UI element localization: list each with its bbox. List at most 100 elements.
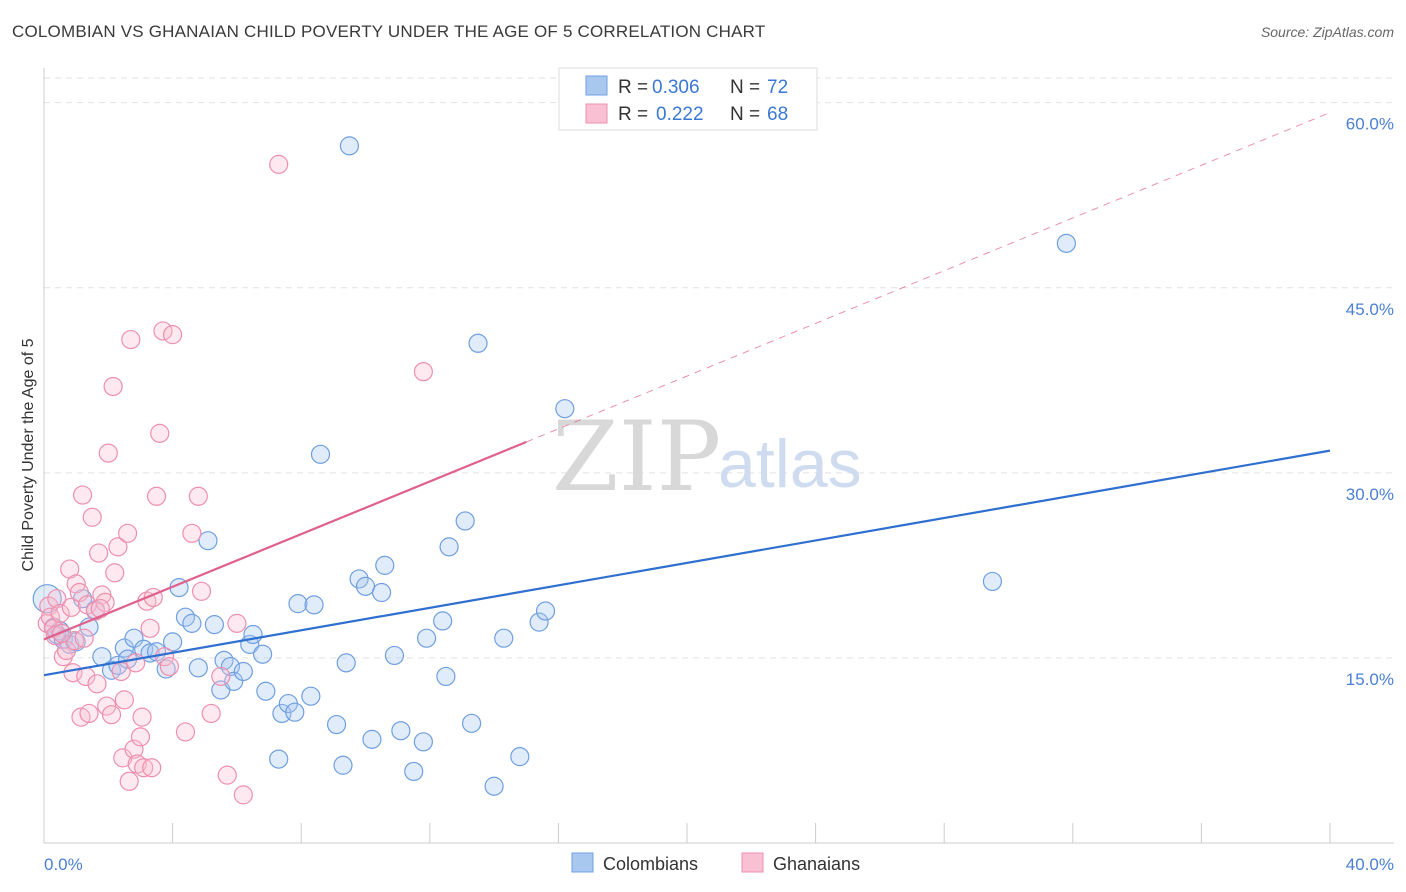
legend-swatch-ghanaians xyxy=(585,103,608,124)
ghanaians-point xyxy=(40,607,61,627)
colombians-point xyxy=(982,571,1003,592)
colombians-point xyxy=(114,638,134,658)
colombians-point xyxy=(198,531,218,551)
legend-n-value-colombians: 72 xyxy=(767,77,788,98)
colombians-point xyxy=(156,659,176,679)
colombians-point xyxy=(384,645,405,666)
colombians-point xyxy=(461,713,482,733)
colombians-point xyxy=(233,661,253,682)
watermark-zip: ZIP xyxy=(552,401,721,513)
legend-n-label-colombians: N = xyxy=(730,77,760,98)
colombians-point xyxy=(224,671,244,691)
ghanaians-point xyxy=(175,722,196,742)
colombians-point xyxy=(253,644,273,664)
colombians-point xyxy=(468,333,488,353)
ghanaians-point xyxy=(182,523,202,543)
colombians-point xyxy=(494,628,514,648)
ghanaians-point xyxy=(61,597,81,617)
colombians-point xyxy=(439,537,459,557)
ghanaians-point xyxy=(103,376,123,397)
colombians-point xyxy=(484,776,504,796)
legend-r-label-ghanaians: R = xyxy=(618,104,648,125)
ghanaians-point xyxy=(134,758,154,778)
gridlines xyxy=(44,77,1394,659)
ghanaians-point xyxy=(146,486,167,506)
legend-r-label-colombians: R = xyxy=(618,77,648,98)
colombians-point xyxy=(101,660,122,680)
legend-n-value-ghanaians: 68 xyxy=(767,104,788,125)
legend-r-value-colombians: 0.306 xyxy=(652,77,700,98)
colombians-point xyxy=(326,714,347,735)
ghanaians-point xyxy=(130,727,151,747)
ghanaians-point xyxy=(126,653,146,673)
ghanaians-point xyxy=(87,674,107,694)
watermark-atlas: atlas xyxy=(718,426,862,502)
ghanaians-point xyxy=(140,618,160,638)
colombians-point xyxy=(510,747,530,767)
colombians-point xyxy=(285,702,305,722)
colombians-point xyxy=(391,721,411,741)
ghanaians-point xyxy=(89,543,109,563)
ghanaians-point xyxy=(142,758,162,778)
colombians-point xyxy=(204,615,224,635)
ghanaians-point xyxy=(211,666,231,687)
chart-title: COLOMBIAN VS GHANAIAN CHILD POVERTY UNDE… xyxy=(12,22,766,41)
colombians-trend-line xyxy=(43,449,1331,677)
ghanaians-point xyxy=(79,703,99,724)
ghanaians-point xyxy=(124,739,144,759)
colombians-point xyxy=(304,595,324,615)
colombians-point xyxy=(163,632,183,652)
colombians-point xyxy=(371,582,392,603)
colombians-point xyxy=(1056,233,1076,253)
ghanaians-point xyxy=(153,321,173,341)
y-tick-label-30: 30.0% xyxy=(1346,485,1394,504)
colombians-point xyxy=(404,761,424,782)
ghanaians-point xyxy=(82,507,102,527)
ghanaians-point xyxy=(413,362,433,382)
y-tick-label-45: 45.0% xyxy=(1346,300,1394,319)
bottom-legend-label-colombians: Colombians xyxy=(603,854,698,874)
y-tick-labels: 15.0% 30.0% 45.0% 60.0% xyxy=(1346,115,1394,689)
y-tick-label-15: 15.0% xyxy=(1346,670,1394,689)
ghanaians-point xyxy=(101,705,122,725)
x-tick-label-min: 0.0% xyxy=(44,855,83,874)
y-tick-label-60: 60.0% xyxy=(1346,115,1394,134)
bottom-legend-swatch-ghanaians xyxy=(741,852,764,873)
legend: R = 0.306 N = 72 R = 0.222 N = 68 xyxy=(558,67,818,131)
colombians-point xyxy=(220,656,241,677)
ghanaians-point xyxy=(114,690,134,710)
ghanaians-point xyxy=(105,563,125,583)
ghanaians-point xyxy=(233,785,253,805)
colombians-point xyxy=(416,628,437,648)
ghanaians-point xyxy=(50,603,70,624)
trend-layer xyxy=(43,112,1331,677)
x-tick-label-max: 40.0% xyxy=(1346,855,1394,874)
points-layer xyxy=(32,136,1076,805)
ghanaians-point xyxy=(217,765,237,785)
colombians-point xyxy=(124,628,144,648)
ghanaians-point xyxy=(108,537,128,557)
colombians-point xyxy=(339,136,360,156)
colombians-point xyxy=(301,686,321,706)
colombians-point xyxy=(288,594,308,614)
ghanaians-point xyxy=(201,703,221,724)
colombians-point xyxy=(529,612,549,632)
colombians-point xyxy=(355,576,376,596)
legend-r-value-ghanaians: 0.222 xyxy=(656,104,704,125)
colombians-point xyxy=(413,732,433,752)
bottom-legend: Colombians Ghanaians xyxy=(571,852,860,874)
colombians-point xyxy=(455,511,475,531)
legend-n-label-ghanaians: N = xyxy=(730,104,760,125)
ghanaians-point xyxy=(227,613,247,633)
ghanaians-point xyxy=(74,628,94,648)
ghanaians-point xyxy=(119,771,139,791)
ghanaians-point xyxy=(191,581,212,601)
colombians-point xyxy=(433,611,453,631)
ghanaians-point xyxy=(132,707,152,727)
colombians-point xyxy=(256,681,276,701)
bottom-legend-swatch-colombians xyxy=(571,852,594,873)
colombians-point xyxy=(555,399,575,419)
colombians-point xyxy=(333,755,353,775)
bottom-legend-label-ghanaians: Ghanaians xyxy=(773,854,860,874)
